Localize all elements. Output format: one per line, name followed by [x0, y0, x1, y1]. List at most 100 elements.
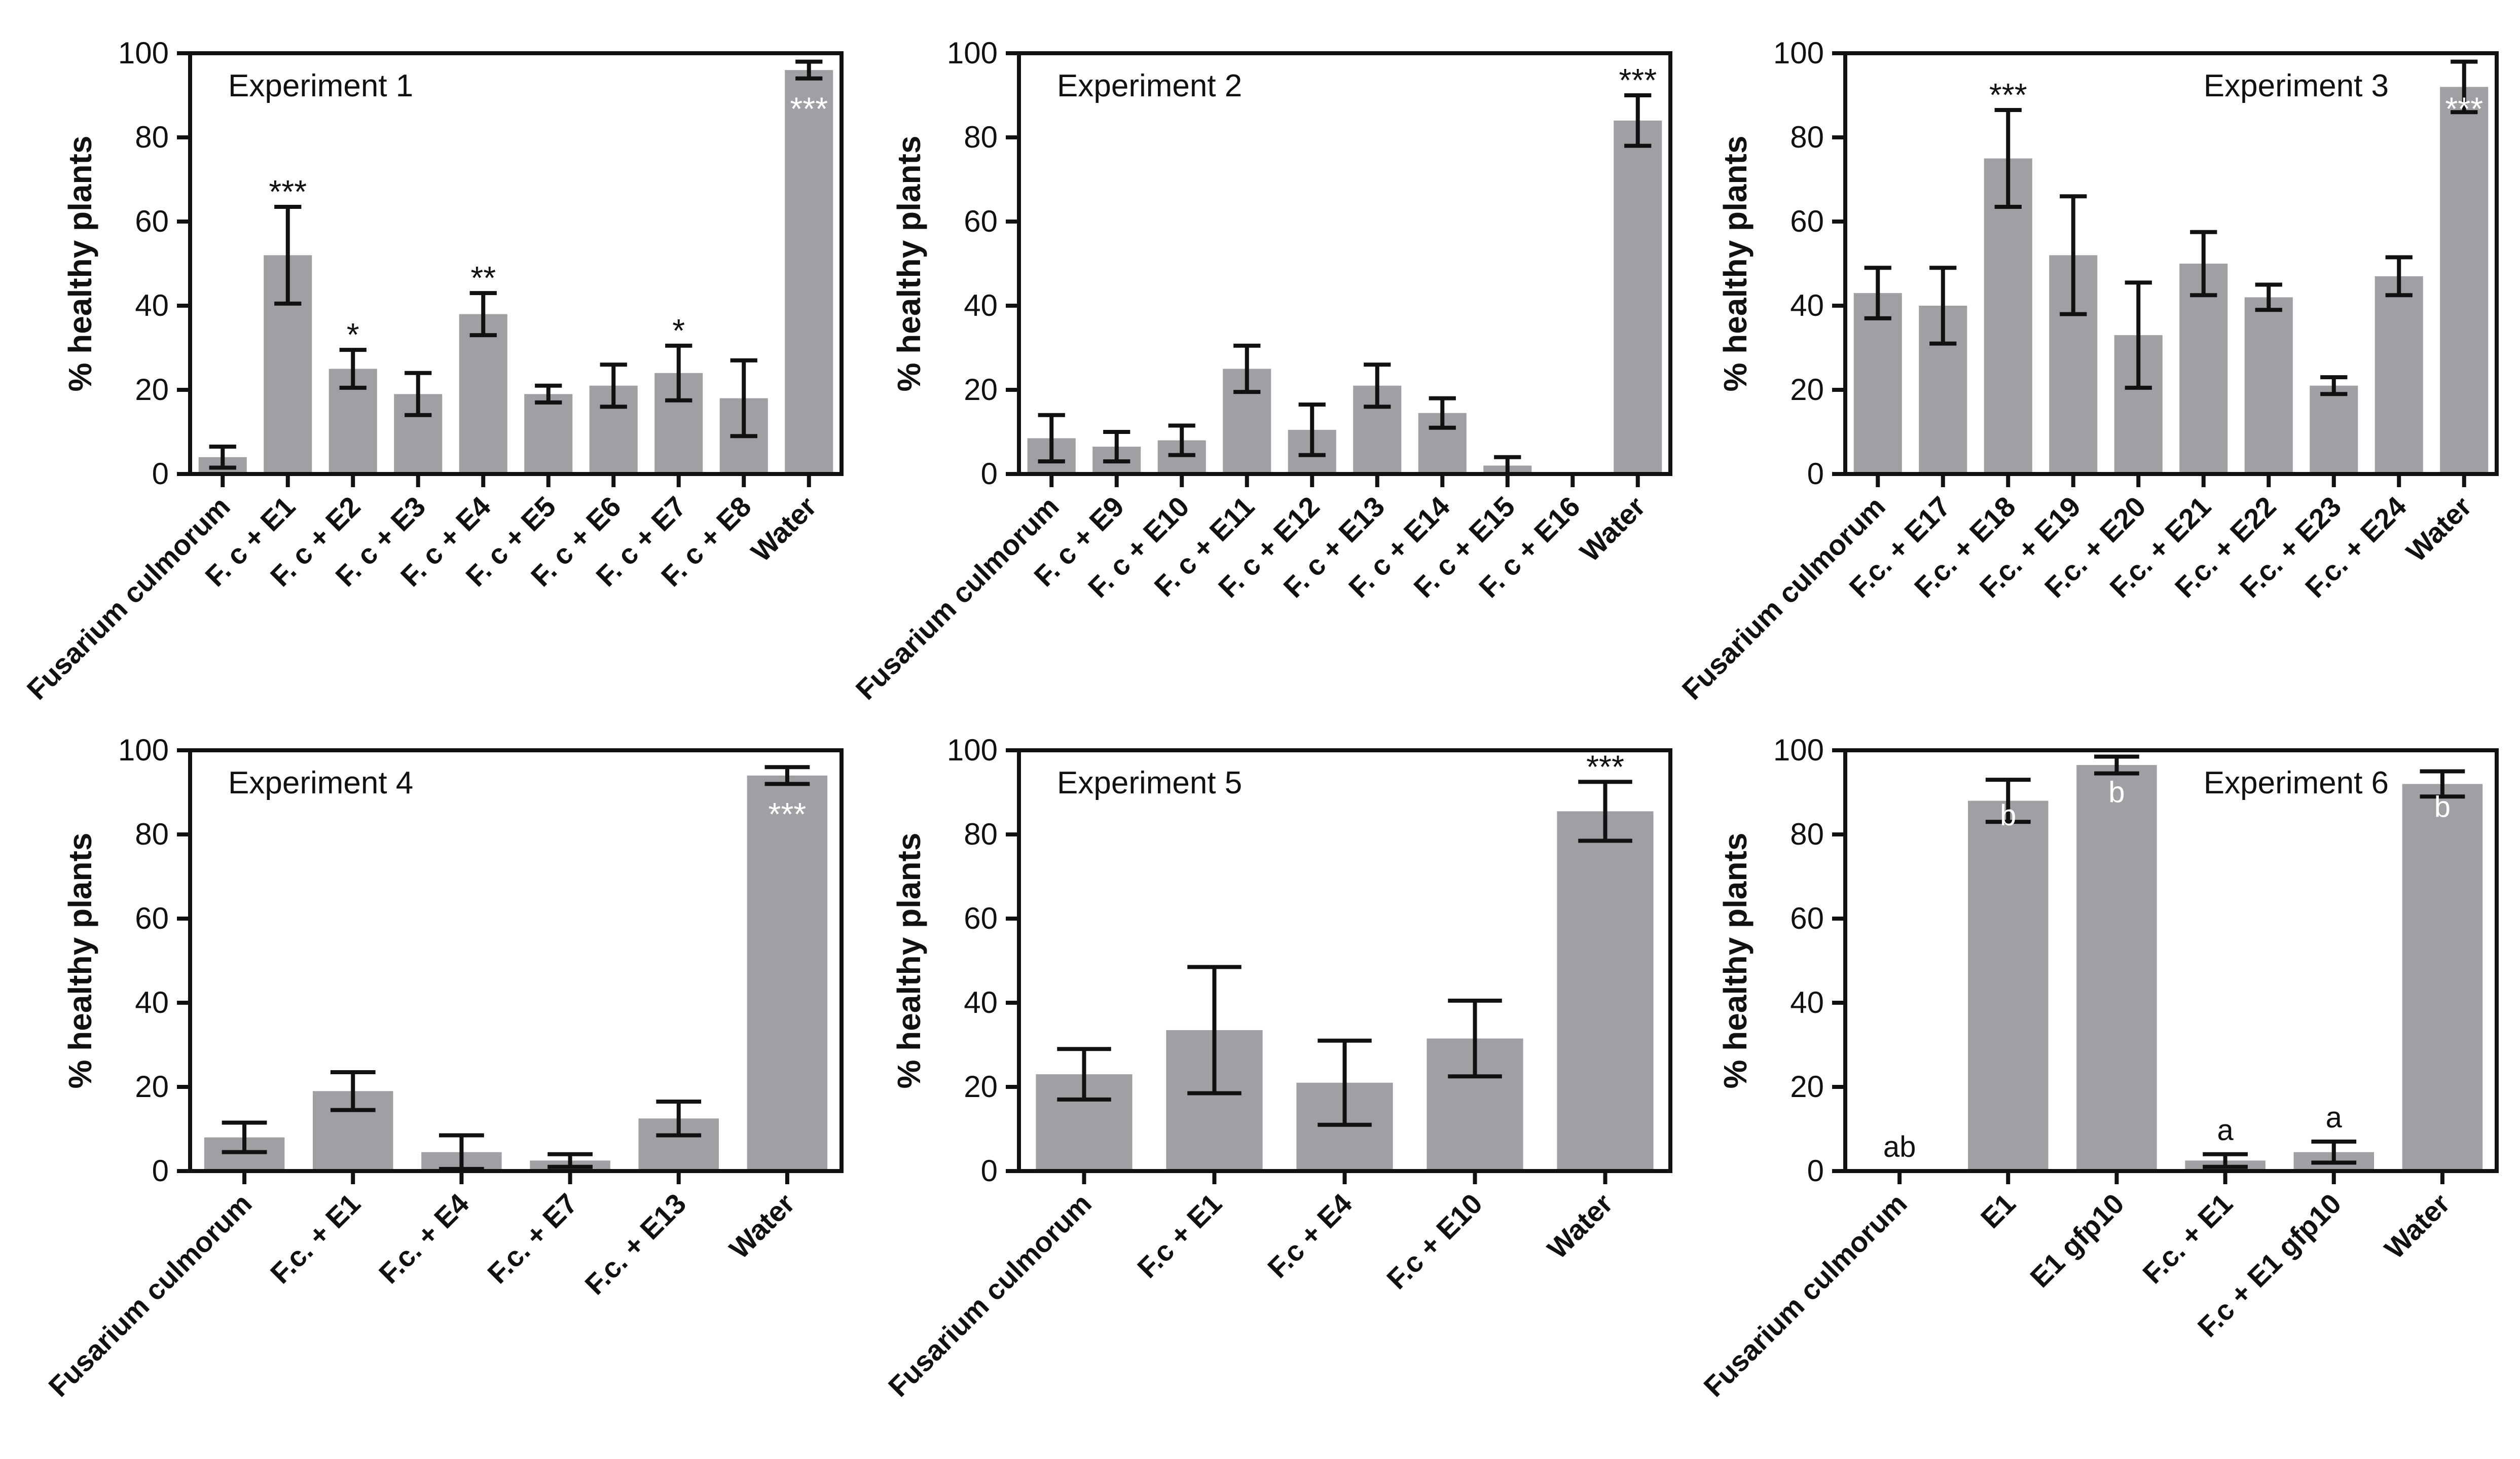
error-bar-7 — [2255, 282, 2282, 312]
significance-label-3: *** — [1989, 77, 2027, 113]
plot-frame — [188, 748, 844, 1173]
y-tick-label: 40 — [1790, 986, 1824, 1019]
plot-frame — [1017, 51, 1672, 476]
error-bar-7 — [1429, 396, 1456, 430]
y-tick-label: 20 — [964, 373, 998, 407]
x-tick-label-4: F.c. + E7 — [481, 1187, 583, 1290]
error-bar-5 — [469, 291, 497, 338]
error-bar-4 — [1448, 998, 1502, 1079]
chart-title: Experiment 1 — [228, 68, 413, 103]
error-bar-5 — [2311, 1139, 2357, 1165]
bar-6 — [747, 775, 828, 1171]
x-tick-label-10: Water — [2400, 490, 2477, 568]
y-tick-label: 60 — [1790, 204, 1824, 238]
error-bar-7 — [600, 362, 627, 409]
error-bar-6 — [535, 383, 562, 405]
error-bar-8 — [665, 343, 692, 403]
x-tick-label-2: F.c. + E1 — [264, 1187, 367, 1290]
significance-label-5: ** — [470, 260, 496, 296]
y-tick-label: 40 — [135, 986, 169, 1019]
y-tick-label: 100 — [118, 36, 169, 70]
significance-label-4: a — [2217, 1114, 2234, 1147]
y-axis-label: % healthy plants — [891, 136, 927, 392]
y-axis-label: % healthy plants — [1717, 136, 1754, 392]
error-bar-4 — [1233, 343, 1261, 394]
bar-10 — [785, 70, 833, 474]
bar-10 — [2440, 87, 2489, 474]
y-tick-label: 60 — [135, 901, 169, 935]
error-bar-4 — [2203, 1152, 2248, 1169]
significance-label-6: b — [2434, 791, 2451, 824]
bar-3 — [2076, 765, 2157, 1171]
significance-label-2: *** — [269, 173, 307, 210]
y-tick-label: 100 — [947, 733, 998, 767]
error-bar-8 — [2320, 375, 2348, 396]
y-tick-label: 60 — [964, 204, 998, 238]
y-tick-label: 40 — [964, 288, 998, 322]
error-bar-3 — [1168, 423, 1195, 457]
significance-label-10: *** — [790, 91, 828, 127]
y-tick-label: 20 — [964, 1070, 998, 1104]
x-tick-label-5: F.c. + E13 — [578, 1187, 692, 1301]
y-tick-label: 80 — [135, 120, 169, 154]
error-bar-1 — [1864, 266, 1891, 320]
x-tick-label-2: F.c + E1 — [1131, 1187, 1228, 1284]
y-tick-label: 20 — [1790, 373, 1824, 407]
bar-8 — [2310, 385, 2358, 474]
y-tick-label: 0 — [1807, 1154, 1824, 1188]
error-bar-1 — [222, 1120, 267, 1154]
error-bar-1 — [209, 445, 236, 470]
chart-title: Experiment 3 — [2204, 68, 2389, 103]
chart-title: Experiment 5 — [1057, 765, 1242, 800]
error-bar-2 — [1929, 266, 1957, 346]
y-tick-label: 60 — [964, 901, 998, 935]
y-tick-label: 0 — [152, 457, 169, 491]
error-bar-2 — [1103, 430, 1130, 464]
bar-2 — [1968, 800, 2049, 1171]
error-bar-5 — [2125, 280, 2152, 390]
x-tick-label-1: Fusarium culmorum — [1676, 490, 1891, 706]
error-bar-9 — [730, 358, 757, 439]
x-tick-label-10: Water — [745, 490, 822, 568]
x-tick-label-4: F.c. + E1 — [2136, 1187, 2239, 1290]
error-bar-10 — [2451, 59, 2478, 115]
y-tick-label: 0 — [152, 1154, 169, 1188]
x-tick-label-5: Water — [1541, 1187, 1619, 1265]
bar-5 — [1557, 811, 1654, 1171]
y-tick-label: 100 — [1773, 733, 1824, 767]
x-tick-label-6: Water — [723, 1187, 800, 1265]
y-tick-label: 100 — [118, 733, 169, 767]
error-bar-10 — [1624, 93, 1652, 148]
y-tick-label: 100 — [947, 36, 998, 70]
y-tick-label: 40 — [135, 288, 169, 322]
significance-label-10: *** — [2445, 91, 2483, 127]
error-bar-5 — [656, 1100, 702, 1138]
error-bar-3 — [1318, 1038, 1372, 1127]
error-bar-2 — [330, 1070, 376, 1112]
error-bar-5 — [1298, 403, 1326, 457]
x-tick-label-1: Fusarium culmorum — [1697, 1187, 1913, 1403]
bar-6 — [524, 394, 573, 474]
plot-frame — [188, 51, 844, 476]
significance-label-5: a — [2326, 1101, 2343, 1134]
y-tick-label: 20 — [135, 373, 169, 407]
x-tick-label-4: F.c + E10 — [1380, 1187, 1488, 1295]
bar-6 — [2402, 784, 2483, 1171]
y-tick-label: 100 — [1773, 36, 1824, 70]
x-tick-label-6: Water — [2378, 1187, 2456, 1265]
error-bar-9 — [2385, 255, 2413, 298]
y-tick-label: 80 — [135, 817, 169, 851]
significance-label-1: ab — [1883, 1130, 1916, 1163]
x-tick-label-1: Fusarium culmorum — [882, 1187, 1098, 1403]
error-bar-4 — [2060, 194, 2087, 316]
y-tick-label: 0 — [981, 1154, 998, 1188]
y-axis-label: % healthy plants — [1717, 833, 1754, 1089]
y-tick-label: 40 — [964, 986, 998, 1019]
y-tick-label: 20 — [135, 1070, 169, 1104]
bar-5 — [459, 314, 507, 474]
y-axis-label: % healthy plants — [62, 833, 98, 1089]
